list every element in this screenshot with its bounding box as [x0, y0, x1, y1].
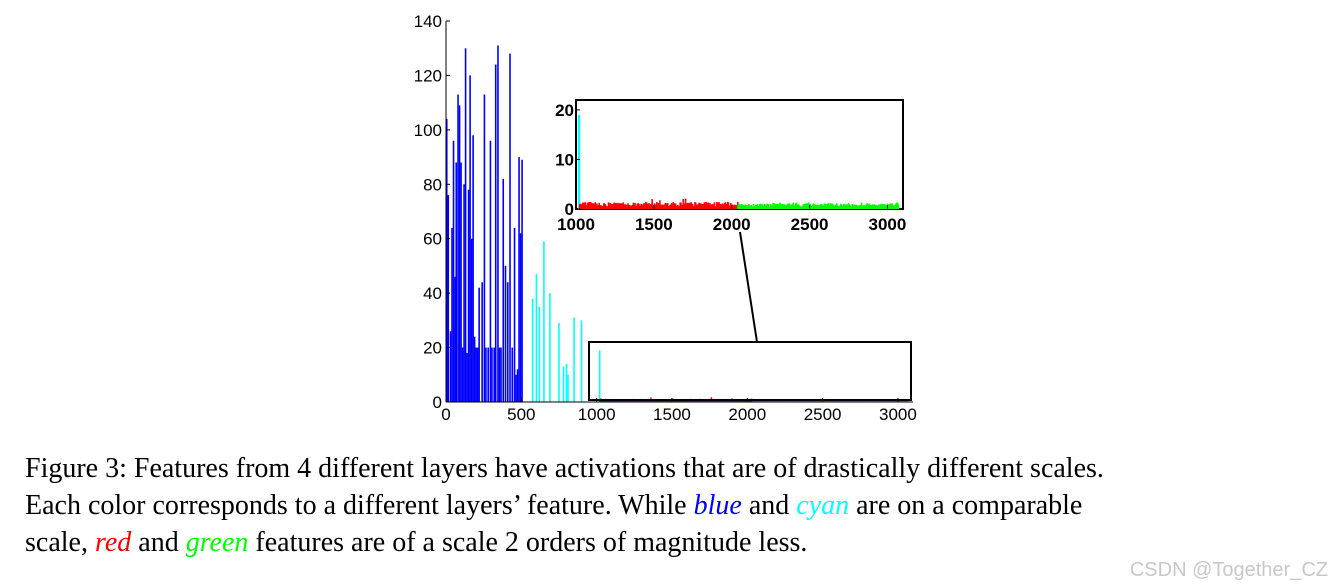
main-bars	[445, 45, 909, 402]
y-tick-label: 140	[414, 12, 442, 31]
y-tick-label: 100	[414, 121, 442, 140]
zoom-connector-line	[739, 231, 758, 343]
x-tick-label: 1500	[653, 405, 691, 424]
inset-bars	[578, 114, 900, 209]
zoom-region-box	[588, 341, 912, 401]
x-tick-label: 3000	[879, 405, 917, 424]
inset-axes: 0 10 20 1000 1500 2000 2500 3000	[555, 101, 906, 234]
y-tick-label: 80	[423, 175, 442, 194]
y-tick-label: 60	[423, 230, 442, 249]
y-tick-label: 20	[423, 339, 442, 358]
caption-word-red: red	[94, 527, 132, 558]
y-tick-label: 120	[414, 66, 442, 85]
x-tick-label: 1000	[578, 405, 616, 424]
inset-frame	[575, 99, 904, 210]
inset-x-tick-label: 3000	[869, 215, 907, 234]
x-tick-label: 2000	[728, 405, 766, 424]
inset-chart: 0 10 20 1000 1500 2000 2500 3000	[555, 99, 906, 234]
caption-text: and	[741, 490, 797, 521]
caption-word-green: green	[185, 527, 249, 558]
inset-x-tick-label: 2000	[713, 215, 751, 234]
caption-text: scale,	[25, 527, 95, 558]
figure-caption: Figure 3: Features from 4 different laye…	[25, 450, 1315, 561]
inset-x-tick-label: 1000	[557, 215, 595, 234]
caption-text: Each color corresponds to a different la…	[25, 490, 694, 521]
caption-text: are on a comparable	[849, 490, 1083, 521]
inset-x-tick-label: 1500	[635, 215, 673, 234]
inset-y-tick-label: 20	[555, 101, 574, 120]
caption-word-blue: blue	[693, 490, 742, 521]
inset-x-tick-label: 2500	[791, 215, 829, 234]
y-tick-label: 40	[423, 284, 442, 303]
watermark: CSDN @Together_CZ	[1129, 559, 1328, 581]
y-tick-label: 0	[433, 393, 442, 412]
inset-y-tick-label: 0	[565, 200, 574, 219]
caption-line-2: Each color corresponds to a different la…	[25, 487, 1315, 524]
inset-y-tick-label: 10	[555, 150, 574, 169]
caption-line-1: Figure 3: Features from 4 different laye…	[25, 453, 1104, 484]
caption-text: and	[131, 527, 186, 558]
caption-line-3: scale, red and green features are of a s…	[25, 524, 1315, 561]
x-tick-label: 500	[507, 405, 535, 424]
caption-text: features are of a scale 2 orders of magn…	[248, 527, 808, 558]
x-tick-label: 0	[441, 405, 450, 424]
caption-word-cyan: cyan	[796, 490, 850, 521]
x-tick-label: 2500	[804, 405, 842, 424]
